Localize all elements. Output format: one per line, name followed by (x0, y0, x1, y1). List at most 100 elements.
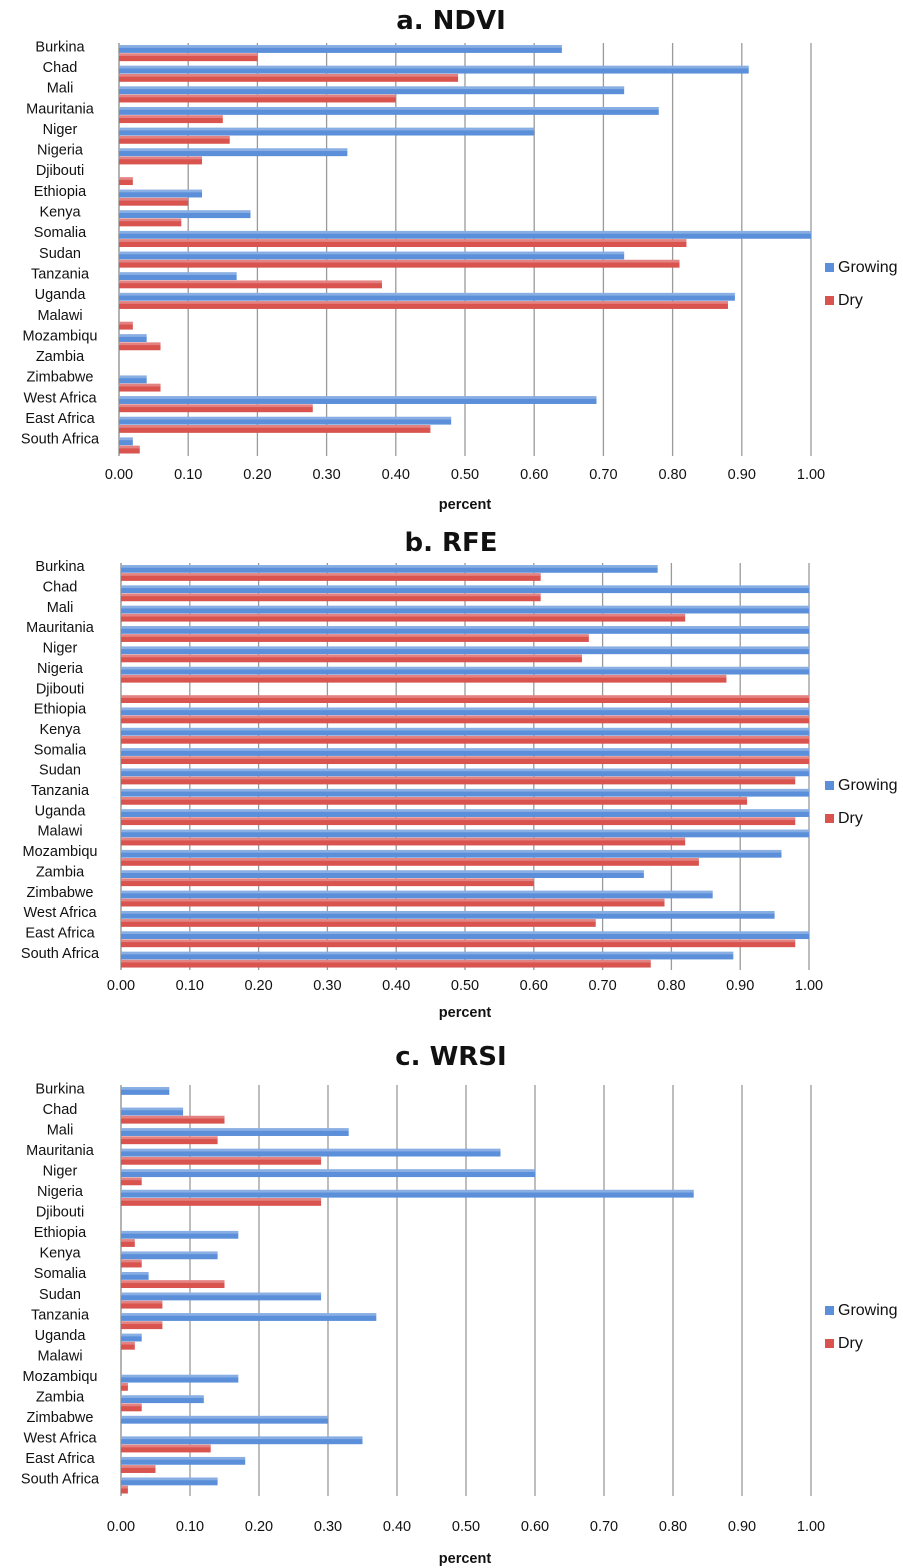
category-label-somalia: Somalia (34, 742, 87, 758)
bar-dry-uganda (121, 817, 796, 826)
bar-growing-west-africa (121, 1436, 363, 1445)
bar-growing-zimbabwe (119, 375, 147, 384)
bar-growing-mauritania (121, 1148, 501, 1157)
bar-highlight (121, 748, 809, 751)
chart-2: c. WRSI 0.00 0.10 0.20 0.30 0.40 0.50 0.60 0.70 0… (21, 1042, 898, 1567)
bar-dry-somalia (121, 1280, 225, 1289)
bar-dry-south-africa (119, 445, 140, 454)
bar-highlight (119, 445, 140, 449)
category-label-chad: Chad (43, 1102, 78, 1118)
bar-highlight (119, 272, 237, 275)
bar-growing-malawi (121, 829, 809, 838)
category-label-chad: Chad (43, 580, 78, 596)
category-label-niger: Niger (43, 641, 78, 657)
bar-highlight (121, 898, 665, 902)
bar-highlight (121, 1300, 163, 1304)
bar-highlight (121, 788, 809, 792)
bar-dry-south-africa (121, 959, 651, 968)
category-label-nigeria: Nigeria (37, 1184, 84, 1200)
bar-dry-mauritania (121, 1156, 322, 1165)
bar-growing-niger (119, 127, 535, 136)
bar-highlight (121, 939, 796, 943)
bar-highlight (121, 585, 809, 589)
category-label-niger: Niger (43, 1163, 78, 1179)
bar-growing-south-africa (121, 1477, 218, 1486)
bar-dry-nigeria (121, 674, 727, 683)
bar-growing-mozambiqu (119, 334, 147, 343)
category-label-zambia: Zambia (36, 864, 85, 880)
bar-dry-djibouti (121, 695, 809, 703)
bar-highlight (119, 259, 680, 263)
bar-highlight (121, 1313, 377, 1316)
bar-highlight (121, 613, 686, 617)
legend-label-growing: Growing (838, 1302, 898, 1319)
bar-highlight (121, 1374, 239, 1378)
x-tick-label: 0.50 (451, 467, 479, 483)
category-label-south-africa: South Africa (21, 432, 100, 448)
bar-highlight (121, 634, 589, 637)
bar-dry-malawi (119, 321, 133, 330)
x-tick-label: 0.40 (383, 1519, 411, 1535)
bar-dry-uganda (121, 1341, 135, 1350)
category-label-uganda: Uganda (35, 1328, 87, 1344)
bar-dry-zambia (121, 878, 534, 887)
bar-dry-somalia (121, 756, 809, 765)
category-label-djibouti: Djibouti (36, 681, 84, 697)
bar-dry-niger (121, 654, 582, 663)
legend-swatch-dry (825, 296, 834, 305)
bar-highlight (119, 342, 161, 346)
bar-growing-kenya (119, 210, 251, 219)
bar-growing-kenya (121, 727, 809, 736)
legend-swatch-dry (825, 814, 834, 823)
legend-label-dry: Dry (838, 810, 863, 827)
bar-highlight (121, 1465, 156, 1468)
bar-highlight (121, 1251, 218, 1255)
bar-highlight (119, 218, 182, 222)
bar-highlight (121, 837, 686, 841)
bar-growing-uganda (121, 1333, 142, 1342)
legend-swatch-growing (825, 781, 834, 790)
bar-growing-sudan (121, 768, 809, 777)
bar-highlight (121, 1087, 170, 1090)
bar-growing-mauritania (121, 626, 809, 634)
bar-growing-west-africa (121, 910, 775, 919)
bar-highlight (119, 107, 659, 110)
category-label-mozambiqu: Mozambiqu (23, 1369, 98, 1385)
bar-highlight (121, 1115, 225, 1119)
bar-dry-mozambiqu (121, 858, 699, 866)
bar-highlight (121, 1436, 363, 1440)
legend-label-dry: Dry (838, 292, 863, 309)
category-label-malawi: Malawi (37, 308, 82, 324)
x-tick-label: 0.50 (452, 1519, 480, 1535)
bar-dry-mali (121, 1136, 218, 1145)
bar-growing-mozambiqu (121, 1374, 239, 1383)
bar-dry-niger (121, 1177, 142, 1186)
bar-highlight (121, 1292, 322, 1296)
bar-highlight (121, 646, 809, 650)
x-tick-label: 0.90 (726, 978, 754, 994)
category-label-malawi: Malawi (37, 1348, 82, 1364)
chart-1: b. RFE 0.00 0.10 0.20 0.30 0.40 0.50 0.60 0.70 0.… (21, 528, 898, 1021)
bar-highlight (121, 768, 809, 772)
bar-highlight (121, 565, 658, 568)
bar-highlight (121, 878, 534, 882)
bar-dry-east-africa (119, 425, 431, 433)
chart-0: a. NDVI 0.00 0.10 0.20 0.30 0.40 0.50 0.60 0.70 0… (21, 6, 898, 513)
x-tick-label: 1.00 (797, 1519, 825, 1535)
bar-dry-kenya (121, 1259, 142, 1268)
bar-highlight (121, 829, 809, 833)
bar-highlight (121, 715, 809, 719)
bar-highlight (121, 1169, 535, 1172)
category-label-uganda: Uganda (35, 803, 87, 819)
bar-dry-zimbabwe (121, 898, 665, 907)
x-tick-label: 1.00 (797, 467, 825, 483)
bar-highlight (121, 817, 796, 821)
bar-dry-zambia (121, 1403, 142, 1412)
x-tick-label: 0.30 (313, 978, 341, 994)
category-label-somalia: Somalia (34, 1266, 87, 1282)
x-axis-title: percent (439, 497, 492, 513)
bar-growing-mauritania (119, 107, 659, 115)
bar-highlight (119, 156, 203, 160)
bar-highlight (121, 1177, 142, 1181)
bar-highlight (121, 797, 748, 800)
